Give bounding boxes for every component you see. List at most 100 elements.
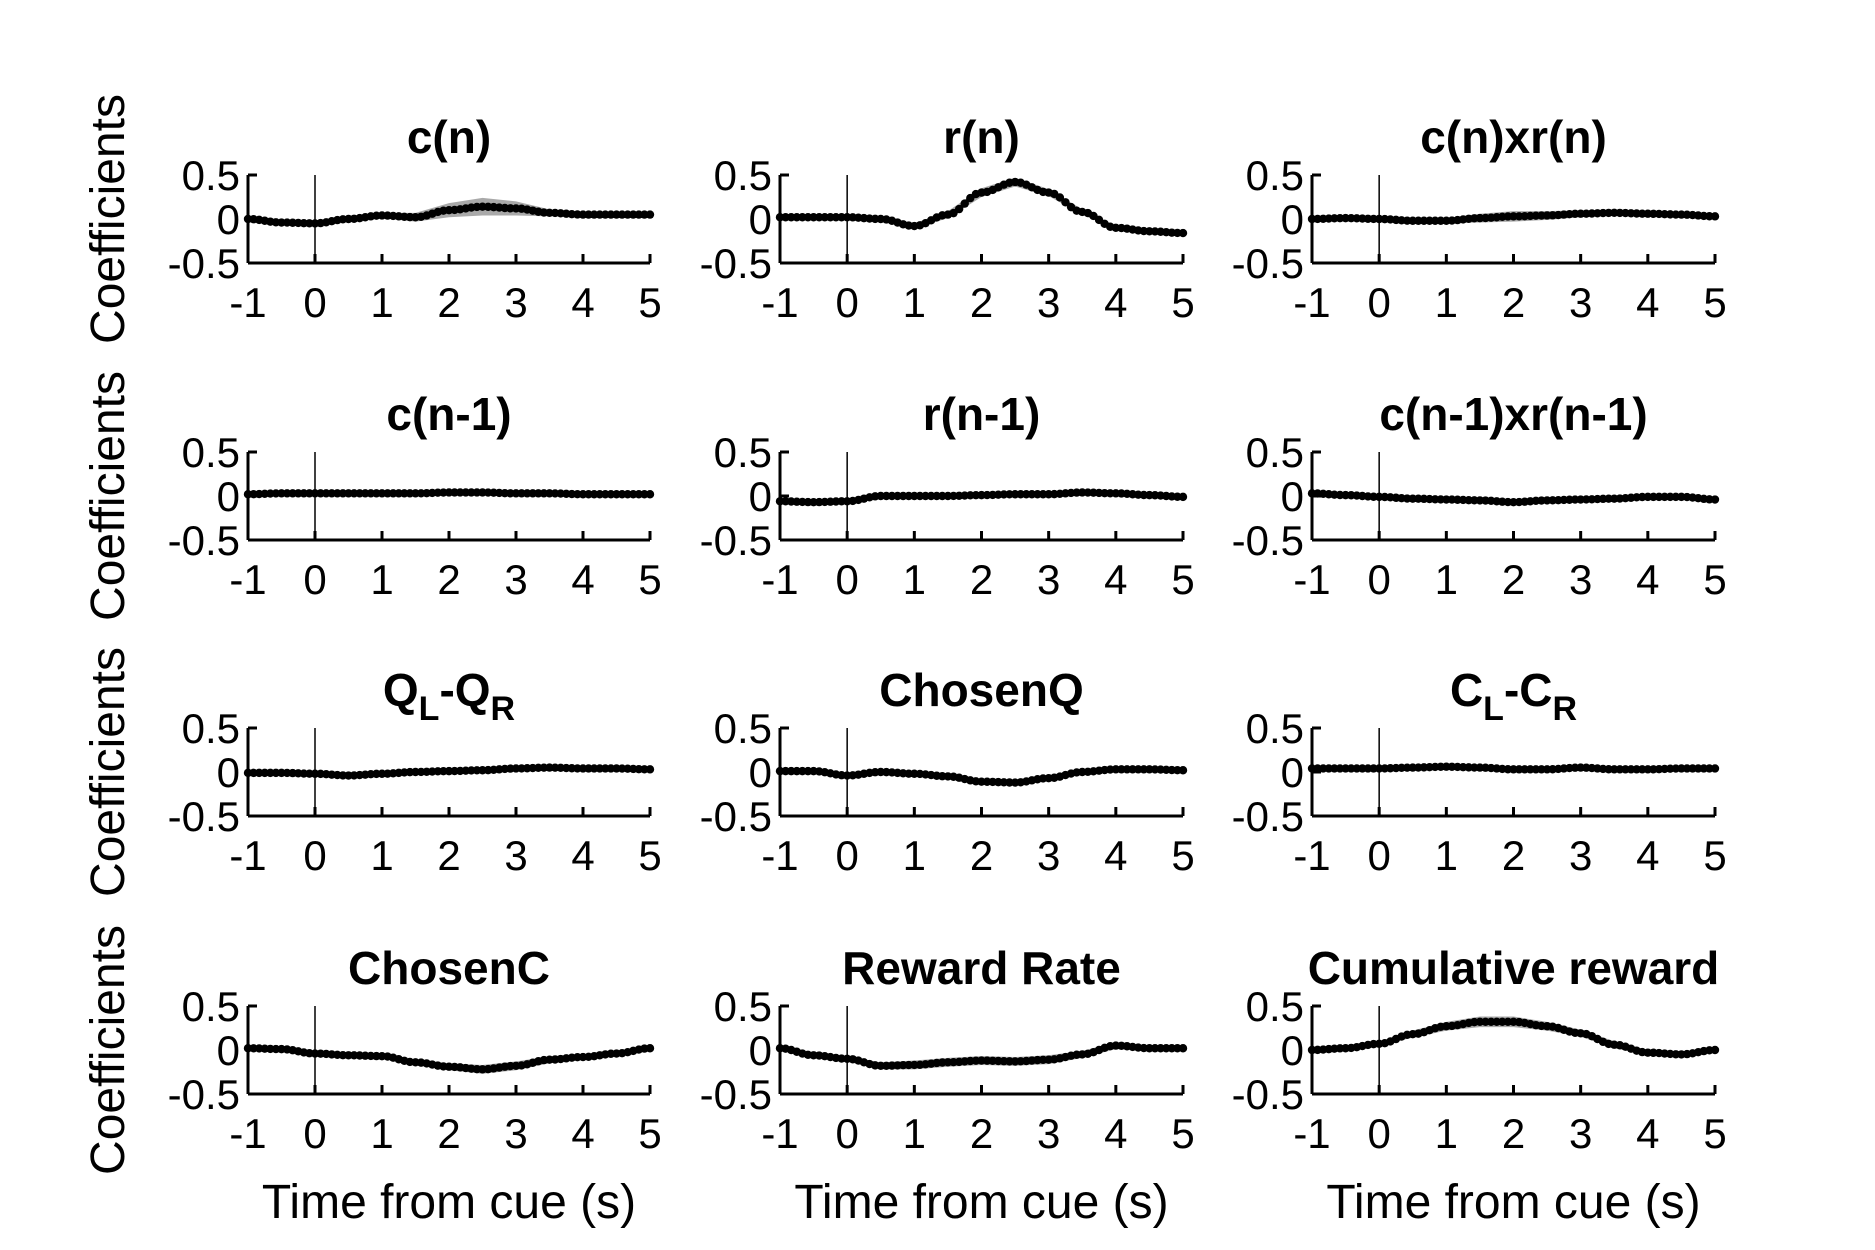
y-tick-label: 0 [1281, 749, 1304, 796]
x-tick-label: 1 [370, 832, 393, 879]
subplot-title: Cumulative reward [1308, 942, 1720, 994]
x-tick-label: 4 [1636, 279, 1659, 326]
x-tick-label: 1 [1435, 279, 1458, 326]
subplot-6: c(n-1)xr(n-1)-1 0 1 2 3 4 50.50-0.5 [1232, 388, 1727, 603]
y-axis-label: Coefficients [82, 925, 135, 1175]
y-tick-label: -0.5 [1232, 517, 1304, 564]
x-tick-label: 2 [970, 556, 993, 603]
x-tick-label: 1 [1435, 1110, 1458, 1157]
x-tick-label: 4 [1104, 832, 1127, 879]
x-tick-label: 2 [1502, 1110, 1525, 1157]
y-tick-label: 0.5 [182, 152, 240, 199]
x-tick-label: 5 [1171, 1110, 1194, 1157]
x-tick-label: 2 [1502, 556, 1525, 603]
x-tick-label: 5 [1703, 556, 1726, 603]
subplot-title: c(n) [407, 111, 491, 163]
x-tick-label: 0 [835, 1110, 858, 1157]
x-tick-label: 2 [1502, 832, 1525, 879]
y-axis-label: Coefficients [82, 371, 135, 621]
data-point [645, 765, 655, 774]
y-tick-label: -0.5 [168, 240, 240, 287]
subplot-title: QL-QR [383, 664, 515, 728]
y-tick-label: 0 [217, 1027, 240, 1074]
data-point [1710, 495, 1720, 504]
y-tick-label: 0 [749, 1027, 772, 1074]
x-tick-label: 3 [1037, 556, 1060, 603]
x-tick-label: 3 [504, 1110, 527, 1157]
x-tick-label: 0 [1367, 279, 1390, 326]
x-tick-label: 1 [370, 1110, 393, 1157]
subplot-title: c(n-1)xr(n-1) [1379, 388, 1647, 440]
y-tick-label: 0.5 [714, 983, 772, 1030]
y-tick-label: -0.5 [700, 517, 772, 564]
x-tick-label: 0 [1367, 832, 1390, 879]
y-tick-label: 0 [1281, 196, 1304, 243]
x-tick-label: 4 [1636, 556, 1659, 603]
data-point [960, 199, 969, 208]
x-tick-label: 2 [1502, 279, 1525, 326]
subplot-5: r(n-1)-1 0 1 2 3 4 50.50-0.5 [700, 388, 1195, 603]
y-tick-label: 0 [217, 749, 240, 796]
x-tick-label: -1 [761, 832, 798, 879]
x-tick-label: 0 [303, 556, 326, 603]
x-tick-label: 5 [1171, 832, 1194, 879]
y-tick-label: 0 [1281, 473, 1304, 520]
x-tick-label: -1 [229, 1110, 266, 1157]
subplot-3: c(n)xr(n)-1 0 1 2 3 4 50.50-0.5 [1232, 111, 1727, 326]
x-tick-label: -1 [761, 556, 798, 603]
y-tick-label: 0.5 [714, 152, 772, 199]
x-tick-label: 0 [1367, 1110, 1390, 1157]
data-point [1178, 492, 1188, 502]
x-axis-label: Time from cue (s) [1326, 1176, 1700, 1229]
x-tick-label: 1 [903, 556, 926, 603]
y-tick-label: 0.5 [714, 705, 772, 752]
data-point [1178, 766, 1188, 775]
x-tick-label: 1 [1435, 832, 1458, 879]
y-tick-label: -0.5 [168, 1071, 240, 1118]
subplot-title: c(n)xr(n) [1420, 111, 1607, 163]
y-tick-label: -0.5 [700, 240, 772, 287]
y-tick-label: -0.5 [1232, 793, 1304, 840]
x-tick-label: 3 [1569, 556, 1592, 603]
y-tick-label: -0.5 [1232, 240, 1304, 287]
x-tick-label: 1 [370, 556, 393, 603]
x-tick-label: 2 [970, 832, 993, 879]
y-tick-label: 0 [217, 473, 240, 520]
x-tick-label: 2 [437, 556, 460, 603]
subplot-8: ChosenQ-1 0 1 2 3 4 50.50-0.5 [700, 664, 1195, 879]
x-tick-label: 2 [437, 279, 460, 326]
x-tick-label: 4 [1104, 1110, 1127, 1157]
y-tick-label: -0.5 [700, 793, 772, 840]
y-tick-label: 0.5 [182, 705, 240, 752]
y-tick-label: -0.5 [700, 1071, 772, 1118]
y-tick-label: 0 [749, 749, 772, 796]
y-tick-label: 0 [1281, 1027, 1304, 1074]
x-tick-label: 4 [1636, 832, 1659, 879]
x-tick-label: 3 [504, 279, 527, 326]
x-tick-label: -1 [1293, 832, 1330, 879]
data-point [1178, 228, 1188, 238]
x-tick-label: 0 [303, 279, 326, 326]
x-tick-label: 2 [970, 1110, 993, 1157]
x-tick-label: 4 [1636, 1110, 1659, 1157]
x-tick-label: 5 [1703, 1110, 1726, 1157]
data-point [1710, 212, 1720, 221]
x-tick-label: 4 [571, 279, 594, 326]
x-tick-label: 0 [303, 832, 326, 879]
x-axis-label: Time from cue (s) [262, 1176, 636, 1229]
x-tick-label: 3 [1569, 279, 1592, 326]
x-tick-label: 3 [1037, 1110, 1060, 1157]
subplot-10: ChosenC-1 0 1 2 3 4 50.50-0.5CoefficientsTime … [82, 925, 662, 1229]
x-tick-label: 1 [370, 279, 393, 326]
y-tick-label: 0.5 [1246, 429, 1304, 476]
x-tick-label: 5 [1171, 556, 1194, 603]
x-tick-label: -1 [761, 1110, 798, 1157]
y-tick-label: 0 [749, 196, 772, 243]
y-tick-label: -0.5 [168, 793, 240, 840]
x-tick-label: 4 [571, 556, 594, 603]
x-tick-label: 1 [903, 832, 926, 879]
